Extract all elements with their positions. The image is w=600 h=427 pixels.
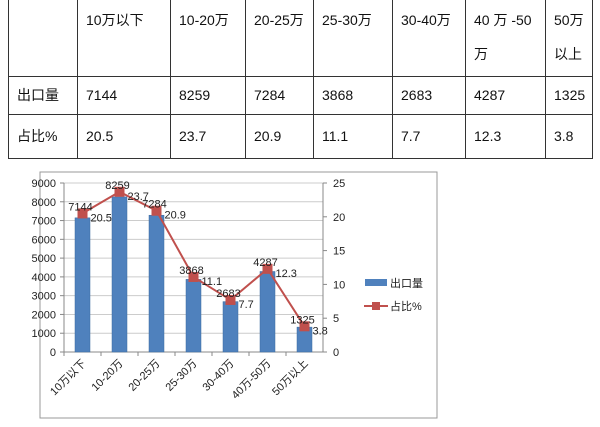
- cell: 3.8: [545, 113, 593, 159]
- cell: 2683: [392, 75, 466, 115]
- line-marker: [151, 205, 162, 216]
- header-cell: 20-25万: [245, 0, 314, 77]
- line-data-label: 11.1: [202, 276, 223, 288]
- table-header-row: 10万以下 10-20万 20-25万 25-30万 30-40万 40 万 -…: [8, 0, 593, 77]
- line-data-label: 3.8: [313, 325, 328, 337]
- line-marker: [299, 321, 310, 332]
- line-data-label: 23.7: [128, 191, 149, 203]
- bar: [185, 279, 202, 353]
- line-marker: [225, 294, 236, 305]
- bar-data-label: 2683: [216, 288, 240, 300]
- cell: 20.9: [245, 113, 314, 159]
- bar-data-label: 8259: [105, 180, 129, 192]
- line-data-label: 12.3: [276, 268, 297, 280]
- y-tick-label: 9000: [32, 178, 56, 190]
- bar-data-label: 7284: [142, 199, 166, 211]
- cell: 11.1: [313, 113, 393, 159]
- table-row: 出口量 7144 8259 7284 3868 2683 4287 1325: [8, 75, 593, 115]
- y-tick-label: 0: [50, 347, 56, 359]
- header-cell: 40 万 -50万: [465, 0, 546, 77]
- header-cell: [8, 0, 78, 77]
- table-row: 占比% 20.5 23.7 20.9 11.1 7.7 12.3 3.8: [8, 113, 593, 159]
- line-data-label: 20.5: [91, 212, 112, 224]
- y-tick-label: 2000: [32, 309, 56, 321]
- cell: 8259: [170, 75, 246, 115]
- bar: [148, 214, 165, 353]
- line-data-label: 7.7: [239, 299, 254, 311]
- y2-tick-label: 20: [333, 212, 345, 224]
- cell: 1325: [545, 75, 593, 115]
- line-marker: [77, 208, 88, 219]
- bar: [111, 196, 128, 353]
- cell: 4287: [465, 75, 546, 115]
- header-cell: 25-30万: [313, 0, 393, 77]
- cell: 7.7: [392, 113, 466, 159]
- y-tick-label: 3000: [32, 291, 56, 303]
- y2-tick-label: 0: [333, 347, 339, 359]
- y-tick-label: 7000: [32, 216, 56, 228]
- bar: [74, 217, 91, 353]
- line-data-label: 20.9: [165, 210, 186, 222]
- row-label: 占比%: [8, 113, 78, 159]
- bar: [259, 271, 276, 353]
- y2-tick-label: 5: [333, 313, 339, 325]
- y2-tick-label: 10: [333, 279, 345, 291]
- legend-bar-label: 出口量: [390, 276, 423, 290]
- line-marker: [262, 263, 273, 274]
- y-tick-label: 4000: [32, 272, 56, 284]
- cell: 23.7: [170, 113, 246, 159]
- bar-data-label: 1325: [290, 314, 314, 326]
- chart-frame: [39, 171, 438, 419]
- cell: 12.3: [465, 113, 546, 159]
- bar-data-label: 7144: [68, 201, 92, 213]
- y2-tick-label: 15: [333, 246, 345, 258]
- header-cell: 50万以上: [545, 0, 593, 77]
- y-tick-label: 1000: [32, 328, 56, 340]
- header-cell: 10-20万: [170, 0, 246, 77]
- line-marker: [188, 271, 199, 282]
- bar: [222, 301, 239, 353]
- y-tick-label: 5000: [32, 253, 56, 265]
- bar-data-label: 3868: [179, 265, 203, 277]
- y-tick-label: 6000: [32, 234, 56, 246]
- cell: 3868: [313, 75, 393, 115]
- y2-tick-label: 25: [333, 178, 345, 190]
- legend-line-label: 占比%: [390, 299, 422, 313]
- line-marker: [114, 186, 125, 197]
- cell: 20.5: [77, 113, 171, 159]
- legend-bar-swatch: [365, 279, 387, 286]
- row-label: 出口量: [8, 75, 78, 115]
- cell: 7284: [245, 75, 314, 115]
- y-tick-label: 8000: [32, 197, 56, 209]
- combo-chart: 0 1000 2000 3000 4000 5000 6000 7000 8000 9000 0 5 1…: [32, 171, 438, 419]
- cell: 7144: [77, 75, 171, 115]
- data-table: 10万以下 10-20万 20-25万 25-30万 30-40万 40 万 -…: [8, 0, 593, 159]
- bar-data-label: 4287: [253, 257, 277, 269]
- legend-line-marker: [372, 302, 380, 310]
- header-cell: 10万以下: [77, 0, 171, 77]
- header-cell: 30-40万: [392, 0, 466, 77]
